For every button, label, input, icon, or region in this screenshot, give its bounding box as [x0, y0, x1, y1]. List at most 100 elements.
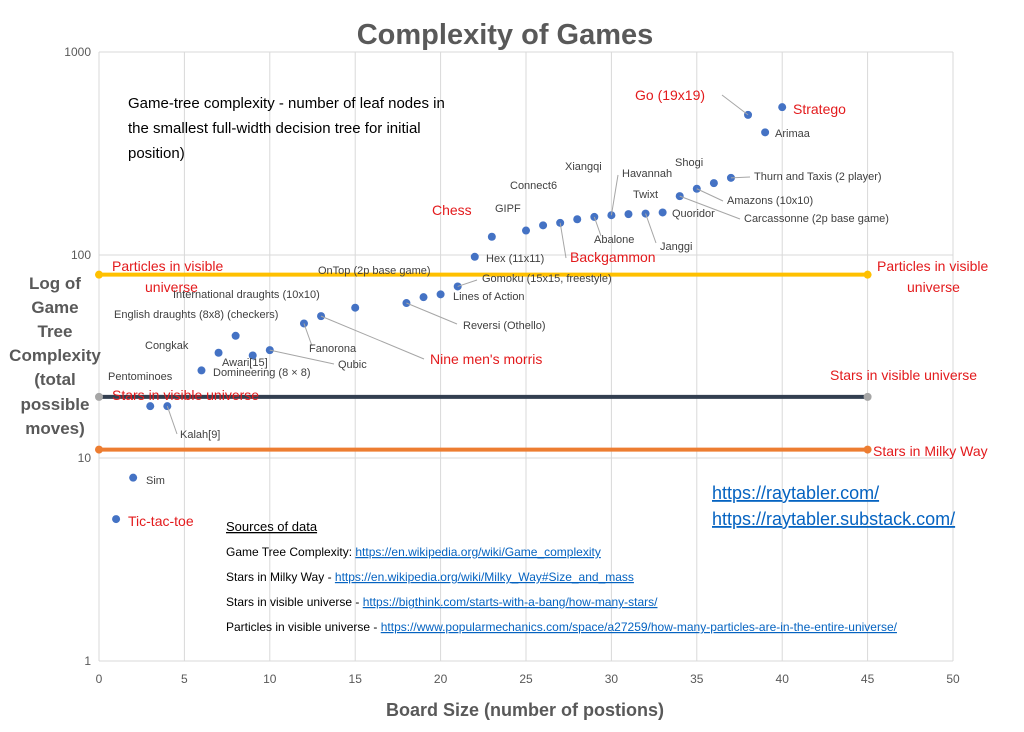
leader-line: [645, 213, 657, 244]
source-row: Game Tree Complexity: https://en.wikiped…: [226, 545, 601, 559]
data-label: Hex (11x11): [486, 253, 544, 265]
leader-line: [730, 176, 751, 179]
chart-title: Complexity of Games: [357, 19, 654, 51]
data-point: [709, 179, 718, 188]
x-axis-label: Board Size (number of postions): [386, 700, 664, 720]
data-points: [112, 103, 787, 524]
data-label: Shogi: [675, 157, 703, 169]
reference-label-right: universe: [907, 279, 960, 295]
y-axis-label: Log of Game Tree Complexity (total possi…: [9, 274, 101, 438]
leader-line: [696, 188, 724, 202]
data-label: Amazons (10x10): [727, 195, 813, 207]
source-label: Game Tree Complexity:: [226, 545, 355, 559]
source-label: Stars in visible universe -: [226, 595, 363, 609]
leader-line: [679, 195, 741, 220]
data-label: Gomoku (15x15, freestyle): [482, 273, 612, 285]
y-axis-label-line: (total: [34, 370, 76, 389]
data-label: Janggi: [660, 241, 692, 253]
note-line: position): [128, 145, 185, 162]
site-link-raytabler-text[interactable]: https://raytabler.com/: [712, 483, 879, 503]
data-label: Xiangqi: [565, 161, 602, 173]
sources-heading: Sources of data: [226, 519, 318, 534]
data-label: Arimaa: [775, 128, 811, 140]
data-label: Nine men's morris: [430, 351, 542, 367]
y-tick-label: 1: [84, 654, 91, 668]
data-point: [146, 402, 155, 411]
leader-line: [303, 323, 313, 347]
x-tick-label: 25: [519, 672, 533, 686]
data-point: [436, 290, 445, 299]
leader-line: [406, 302, 458, 325]
source-row: Stars in Milky Way - https://en.wikipedi…: [226, 570, 634, 584]
data-point: [624, 210, 633, 219]
data-point: [470, 252, 479, 261]
data-label: Kalah[9]: [180, 429, 220, 441]
data-point: [658, 208, 667, 217]
leader-line: [269, 349, 335, 365]
x-tick-label: 45: [861, 672, 875, 686]
data-label: OnTop (2p base game): [318, 265, 431, 277]
x-tick-label: 15: [349, 672, 363, 686]
data-label: Abalone: [594, 234, 634, 246]
source-link[interactable]: https://en.wikipedia.org/wiki/Milky_Way#…: [335, 570, 634, 584]
data-label: Domineering (8 × 8): [213, 367, 311, 379]
data-point: [778, 103, 787, 112]
data-label: English draughts (8x8) (checkers): [114, 309, 278, 321]
leader-line: [721, 94, 749, 116]
data-label: Fanorona: [309, 343, 357, 355]
reference-line-endpoint: [95, 270, 103, 279]
source-link[interactable]: https://en.wikipedia.org/wiki/Game_compl…: [355, 545, 600, 559]
data-labels: Particles in visible universe Particles in…: [108, 87, 988, 529]
reference-label-left: universe: [145, 279, 198, 295]
x-tick-label: 0: [96, 672, 103, 686]
data-point: [573, 215, 582, 224]
data-label: Pentominoes: [108, 371, 173, 383]
reference-lines: [95, 270, 872, 454]
data-label: International draughts (10x10): [173, 289, 320, 301]
y-axis-label-line: possible: [21, 395, 90, 414]
data-label: Lines of Action: [453, 291, 525, 303]
site-link-substack-text[interactable]: https://raytabler.substack.com/: [712, 509, 955, 529]
data-point: [248, 351, 257, 360]
data-point: [129, 473, 138, 482]
source-row: Stars in visible universe - https://bigt…: [226, 595, 658, 609]
sources-box: Sources of data Game Tree Complexity: ht…: [226, 519, 898, 634]
source-link[interactable]: https://bigthink.com/starts-with-a-bang/…: [363, 595, 658, 609]
leader-line: [320, 315, 425, 360]
reference-label-right: Stars in visible universe: [830, 367, 977, 383]
y-axis-label-line: moves): [25, 419, 85, 438]
data-label: Qubic: [338, 359, 367, 371]
x-tick-label: 50: [946, 672, 960, 686]
site-link-substack[interactable]: https://raytabler.substack.com/: [712, 509, 955, 529]
y-tick-label: 10: [78, 451, 92, 465]
leader-line: [166, 406, 178, 435]
reference-line-endpoint: [863, 445, 872, 454]
note-line: Game-tree complexity - number of leaf no…: [128, 95, 445, 112]
data-label: Tic-tac-toe: [128, 513, 194, 529]
data-point: [487, 232, 496, 241]
reference-label-left: Stars in visible universe: [112, 387, 259, 403]
data-point: [214, 348, 223, 357]
data-label: Chess: [432, 202, 472, 218]
reference-line-endpoint: [863, 270, 872, 279]
source-link[interactable]: https://www.popularmechanics.com/space/a…: [381, 620, 898, 634]
y-tick-label: 100: [71, 248, 91, 262]
data-label: Awari[15]: [222, 357, 268, 369]
data-point: [522, 226, 530, 235]
data-point: [539, 221, 548, 230]
data-label: Connect6: [510, 180, 557, 192]
x-tick-label: 5: [181, 672, 188, 686]
data-point: [112, 515, 121, 524]
site-link-raytabler[interactable]: https://raytabler.com/: [712, 483, 879, 503]
data-label: Stratego: [793, 101, 846, 117]
data-point: [231, 331, 240, 340]
data-label: Go (19x19): [635, 87, 705, 103]
data-label: Reversi (Othello): [463, 320, 546, 332]
source-row: Particles in visible universe - https://…: [226, 620, 898, 634]
x-tick-label: 30: [605, 672, 619, 686]
reference-label-right: Particles in visible: [877, 258, 988, 274]
note-line: the smallest full-width decision tree fo…: [128, 120, 421, 137]
y-tick-label: 1000: [64, 45, 91, 59]
